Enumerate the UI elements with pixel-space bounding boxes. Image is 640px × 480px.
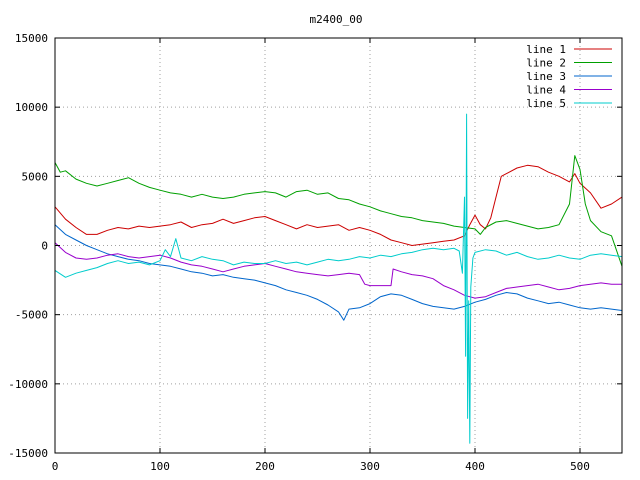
legend-label-5: line 5 bbox=[526, 97, 566, 110]
y-tick-label: 5000 bbox=[22, 170, 49, 183]
series-group bbox=[54, 113, 623, 444]
x-tick-label: 100 bbox=[150, 460, 170, 473]
y-tick-label: -10000 bbox=[8, 378, 48, 391]
y-tick-label: -5000 bbox=[15, 309, 48, 322]
y-tick-label: 15000 bbox=[15, 32, 48, 45]
x-tick-label: 300 bbox=[360, 460, 380, 473]
series-line-5 bbox=[54, 113, 623, 444]
x-tick-label: 400 bbox=[465, 460, 485, 473]
y-tick-label: -15000 bbox=[8, 447, 48, 460]
series-line-2 bbox=[54, 155, 623, 267]
series-line-1 bbox=[54, 164, 623, 246]
y-tick-label: 10000 bbox=[15, 101, 48, 114]
grid bbox=[55, 38, 622, 453]
chart-title: m2400_00 bbox=[310, 13, 363, 26]
y-tick-label: 0 bbox=[41, 240, 48, 253]
legend-label-2: line 2 bbox=[526, 57, 566, 70]
legend-label-1: line 1 bbox=[526, 43, 566, 56]
x-tick-label: 500 bbox=[570, 460, 590, 473]
legend-label-3: line 3 bbox=[526, 70, 566, 83]
axes: 0 100 200 300 400 500 -15000 -10000 -5000 0 5000 10… bbox=[8, 32, 623, 473]
legend-label-4: line 4 bbox=[526, 84, 566, 97]
x-tick-label: 0 bbox=[52, 460, 59, 473]
series-line-4 bbox=[54, 242, 622, 299]
series-line-3 bbox=[54, 224, 623, 321]
x-tick-label: 200 bbox=[255, 460, 275, 473]
